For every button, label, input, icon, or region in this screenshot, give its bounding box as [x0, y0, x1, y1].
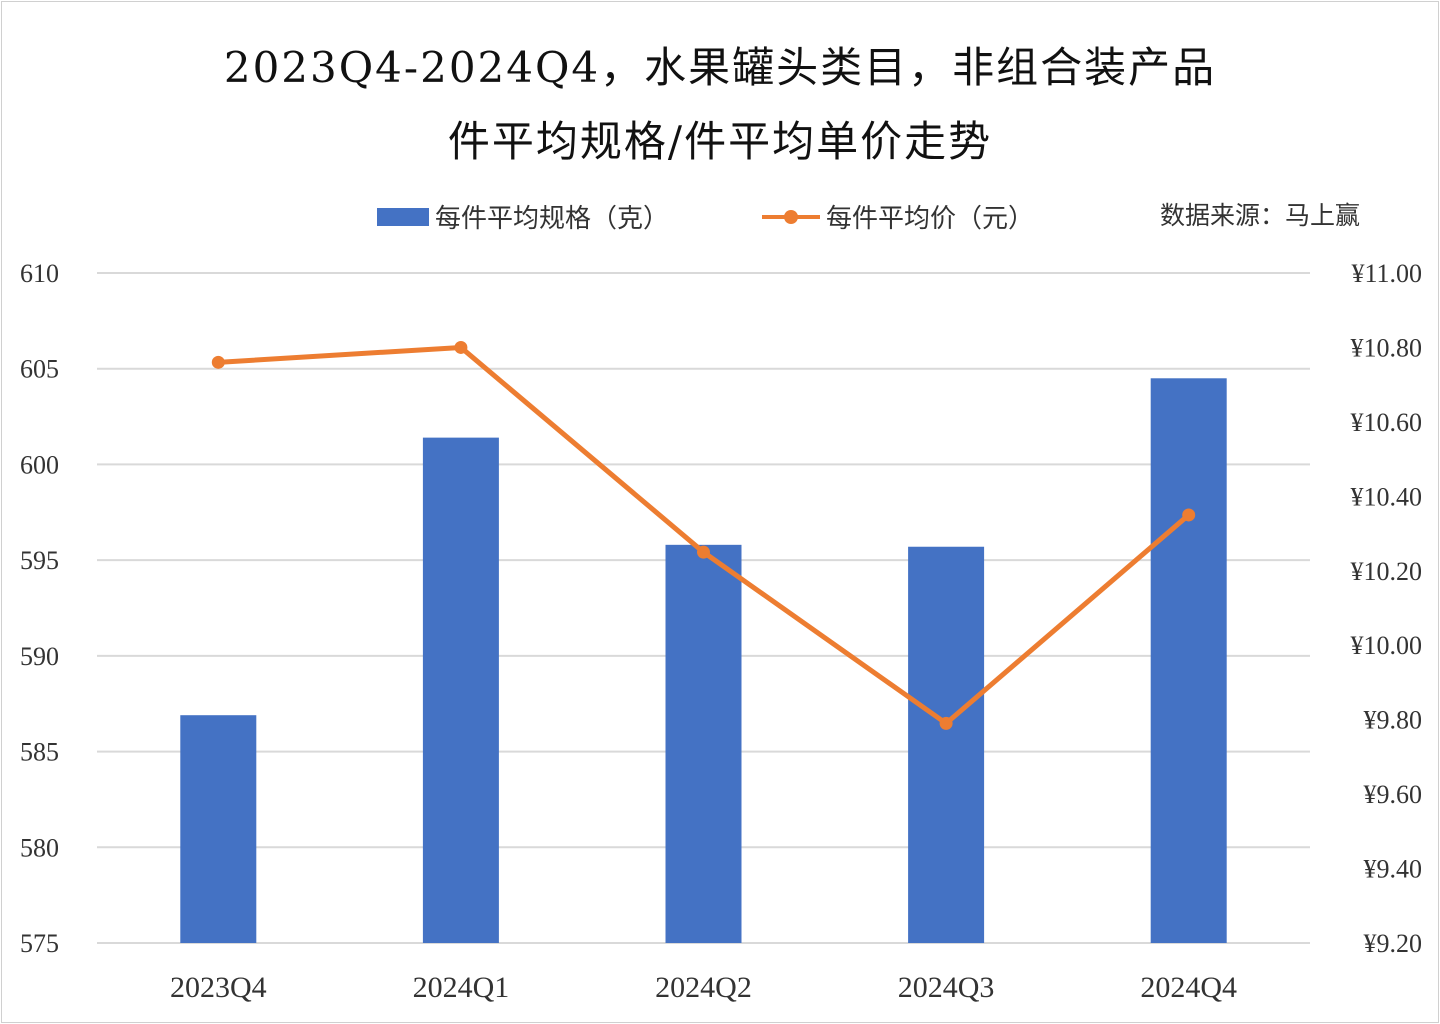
left-axis-tick: 580: [20, 833, 59, 862]
price-point-2024Q3: [939, 716, 953, 730]
legend-bar-label: 每件平均规格（克）: [435, 204, 670, 234]
left-axis-tick: 600: [20, 450, 59, 479]
right-axis-tick: ¥9.40: [1364, 855, 1423, 884]
left-axis-tick: 590: [20, 642, 59, 671]
legend-line-swatch: [762, 209, 820, 224]
left-axis-tick: 575: [20, 929, 59, 958]
legend-line-label: 每件平均价（元）: [826, 204, 1035, 234]
bar-2024Q1: [422, 437, 499, 943]
left-axis-tick: 595: [20, 546, 59, 575]
x-axis-tick: 2023Q4: [170, 971, 267, 1004]
legend-item-line: 每件平均价（元）: [762, 198, 1034, 235]
x-axis-tick: 2024Q3: [898, 971, 995, 1004]
price-point-2023Q4: [211, 355, 225, 369]
price-point-2024Q4: [1182, 508, 1196, 522]
price-point-2024Q2: [697, 545, 710, 559]
legend-bar-swatch: [377, 207, 429, 226]
chart-title-line1: 2023Q4-2024Q4，水果罐头类目，非组合装产品: [223, 43, 1217, 92]
left-axis-tick: 605: [20, 355, 59, 384]
chart-title-line2: 件平均规格/件平均单价走势: [447, 117, 993, 166]
right-axis-tick: ¥10.00: [1351, 631, 1423, 660]
data-source: 数据来源：马上赢: [1160, 201, 1361, 230]
left-axis-tick: 585: [20, 738, 59, 767]
bar-2023Q4: [180, 715, 257, 943]
right-axis-tick: ¥10.60: [1351, 408, 1423, 437]
x-axis-tick: 2024Q2: [655, 971, 752, 1004]
x-axis-tick: 2024Q4: [1140, 971, 1237, 1004]
bar-2024Q4: [1150, 378, 1227, 943]
right-axis-tick: ¥9.60: [1364, 780, 1423, 809]
left-axis-tick: 610: [20, 259, 59, 288]
bar-2024Q2: [665, 544, 742, 943]
bar-2024Q3: [908, 546, 985, 943]
x-axis-tick: 2024Q1: [413, 971, 510, 1004]
right-axis-tick: ¥9.20: [1364, 929, 1423, 958]
price-point-2024Q1: [454, 340, 468, 354]
right-axis-tick: ¥11.00: [1351, 259, 1422, 288]
right-axis-tick: ¥10.40: [1351, 482, 1423, 511]
legend-item-bar: 每件平均规格（克）: [377, 198, 669, 235]
right-axis-tick: ¥10.20: [1351, 557, 1423, 586]
right-axis-tick: ¥10.80: [1351, 333, 1423, 362]
right-axis-tick: ¥9.80: [1364, 706, 1423, 735]
